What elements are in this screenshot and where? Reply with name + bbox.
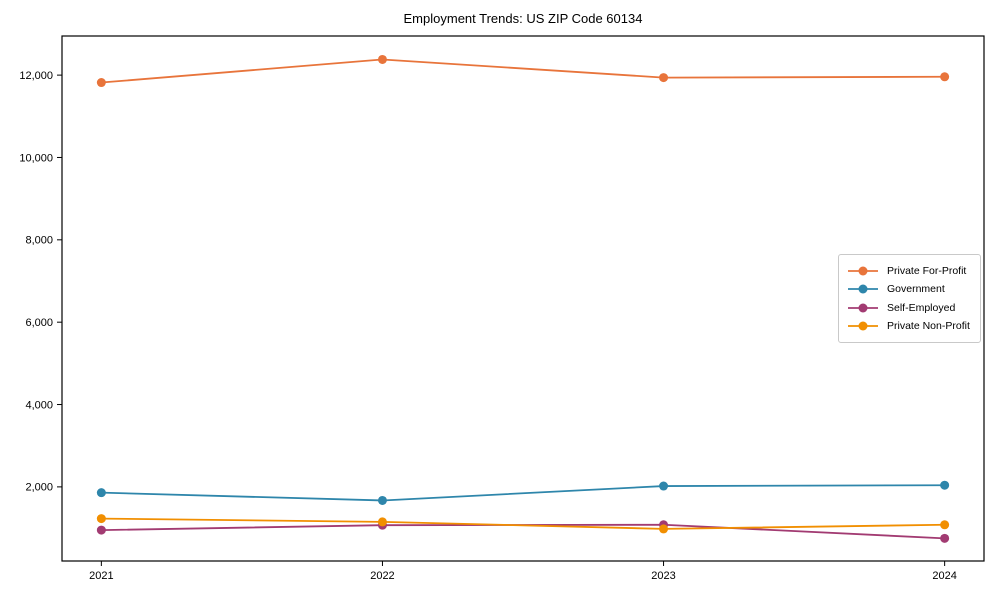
- legend-item-self-employed: Self-Employed: [847, 299, 972, 316]
- y-tick-label: 8,000: [25, 235, 53, 247]
- data-point-government: [659, 481, 669, 491]
- data-point-private-non-profit: [940, 520, 950, 530]
- y-tick-label: 10,000: [19, 152, 53, 164]
- x-tick-label: 2021: [89, 570, 113, 582]
- y-tick-label: 6,000: [25, 317, 53, 329]
- data-point-private-for-profit: [96, 78, 106, 88]
- series-line-private-for-profit: [101, 58, 945, 84]
- x-tick-label: 2023: [651, 570, 675, 582]
- data-point-private-non-profit: [377, 517, 387, 527]
- y-tick-label: 2,000: [25, 482, 53, 494]
- y-tick-label: 4,000: [25, 399, 53, 411]
- legend-marker-icon: [848, 284, 878, 294]
- data-point-government: [377, 495, 387, 505]
- legend-item-private-non-profit: Private Non-Profit: [847, 318, 972, 335]
- data-point-private-non-profit: [96, 514, 106, 524]
- legend-item-government: Government: [847, 281, 972, 298]
- legend: Private For-Profit Government Self-Employe…: [838, 254, 981, 343]
- legend-marker-icon: [848, 321, 878, 331]
- x-tick-label: 2022: [370, 570, 394, 582]
- legend-item-private-for-profit: Private For-Profit: [847, 262, 972, 279]
- data-point-private-for-profit: [940, 72, 950, 82]
- axes-frame: [61, 35, 985, 562]
- data-point-private-non-profit: [659, 524, 669, 534]
- legend-label: Government: [887, 283, 945, 296]
- chart-title: Employment Trends: US ZIP Code 60134: [403, 11, 643, 26]
- x-tick-label: 2024: [932, 570, 956, 582]
- data-point-self-employed: [940, 533, 950, 543]
- legend-label: Private Non-Profit: [887, 320, 970, 333]
- legend-label: Private For-Profit: [887, 264, 967, 277]
- series-line-private-non-profit: [101, 517, 945, 530]
- y-tick-label: 12,000: [19, 70, 53, 82]
- data-point-government: [940, 480, 950, 490]
- data-point-private-for-profit: [659, 73, 669, 83]
- series-line-government: [101, 484, 945, 502]
- data-point-private-for-profit: [377, 54, 387, 64]
- legend-marker-icon: [848, 266, 878, 275]
- legend-marker-icon: [848, 303, 878, 313]
- data-point-government: [96, 488, 106, 498]
- data-point-self-employed: [96, 525, 106, 535]
- legend-label: Self-Employed: [887, 301, 956, 314]
